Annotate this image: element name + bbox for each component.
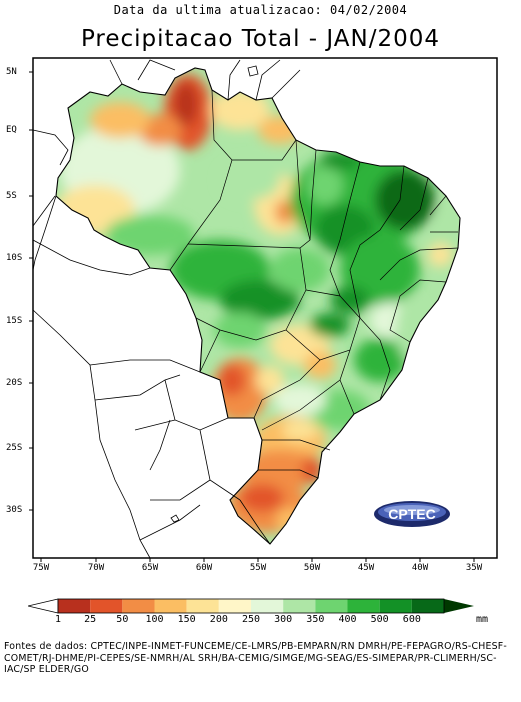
lon-label-60w: 60W	[195, 563, 213, 573]
legend-cell	[379, 599, 412, 613]
island	[170, 514, 180, 523]
legend-cell	[122, 599, 155, 613]
legend-cell	[218, 599, 251, 613]
lon-label-45w: 45W	[357, 563, 375, 573]
lat-label-5s: 5S	[6, 191, 17, 201]
legend-value-label: 150	[177, 614, 196, 625]
legend-value-label: 400	[338, 614, 357, 625]
legend-cell	[251, 599, 284, 613]
lon-label-75w: 75W	[32, 563, 50, 573]
lon-label-50w: 50W	[303, 563, 321, 573]
lon-label-35w: 35W	[465, 563, 483, 573]
update-date-text: Data da ultima atualizacao: 04/02/2004	[113, 3, 408, 17]
legend-value-label: 100	[145, 614, 164, 625]
lat-label-30s: 30S	[6, 505, 23, 515]
legend-unit: mm	[476, 614, 489, 625]
legend-value-label: 200	[209, 614, 228, 625]
legend-cell	[28, 598, 59, 614]
legend-cell	[315, 599, 348, 613]
legend-outline	[57, 598, 445, 614]
lat-label-20s: 20S	[6, 378, 23, 388]
lon-label-70w: 70W	[87, 563, 105, 573]
logo-text: CPTEC	[388, 506, 435, 522]
legend-value-label: 25	[84, 614, 97, 625]
lon-label-65w: 65W	[141, 563, 159, 573]
data-sources-text: Fontes de dados: CPTEC/INPE-INMET-FUNCEM…	[4, 641, 507, 675]
legend-cell	[411, 599, 444, 613]
legend-value-label: 50	[116, 614, 129, 625]
legend-cell	[154, 599, 187, 613]
legend-cell	[58, 599, 91, 613]
lon-label-55w: 55W	[249, 563, 267, 573]
legend-cell	[347, 599, 380, 613]
legend-cell	[186, 599, 219, 613]
lat-label-eq: EQ	[6, 125, 17, 135]
lat-label-10s: 10S	[6, 253, 23, 263]
legend-value-label: 350	[306, 614, 325, 625]
island	[247, 65, 259, 77]
legend-cell	[90, 599, 123, 613]
legend-value-label: 500	[370, 614, 389, 625]
legend-value-label: 250	[241, 614, 261, 625]
legend-cell	[444, 599, 474, 613]
state-borders	[169, 89, 459, 479]
lat-label-25s: 25S	[6, 443, 23, 453]
lat-label-5n: 5N	[6, 67, 17, 77]
map-title: Precipitacao Total - JAN/2004	[80, 26, 441, 52]
cptec-logo: CPTEC	[374, 501, 450, 527]
legend-value-label: 300	[274, 614, 293, 625]
lat-label-15s: 15S	[6, 316, 23, 326]
legend-cell	[283, 599, 316, 613]
axis-ticks	[29, 71, 475, 562]
neighbor-borders	[32, 59, 301, 559]
legend-colorbar	[28, 598, 474, 614]
legend-value-label: 600	[402, 614, 421, 625]
lon-label-40w: 40W	[411, 563, 429, 573]
legend-cells	[28, 598, 474, 614]
legend-value-label: 1	[54, 614, 62, 625]
